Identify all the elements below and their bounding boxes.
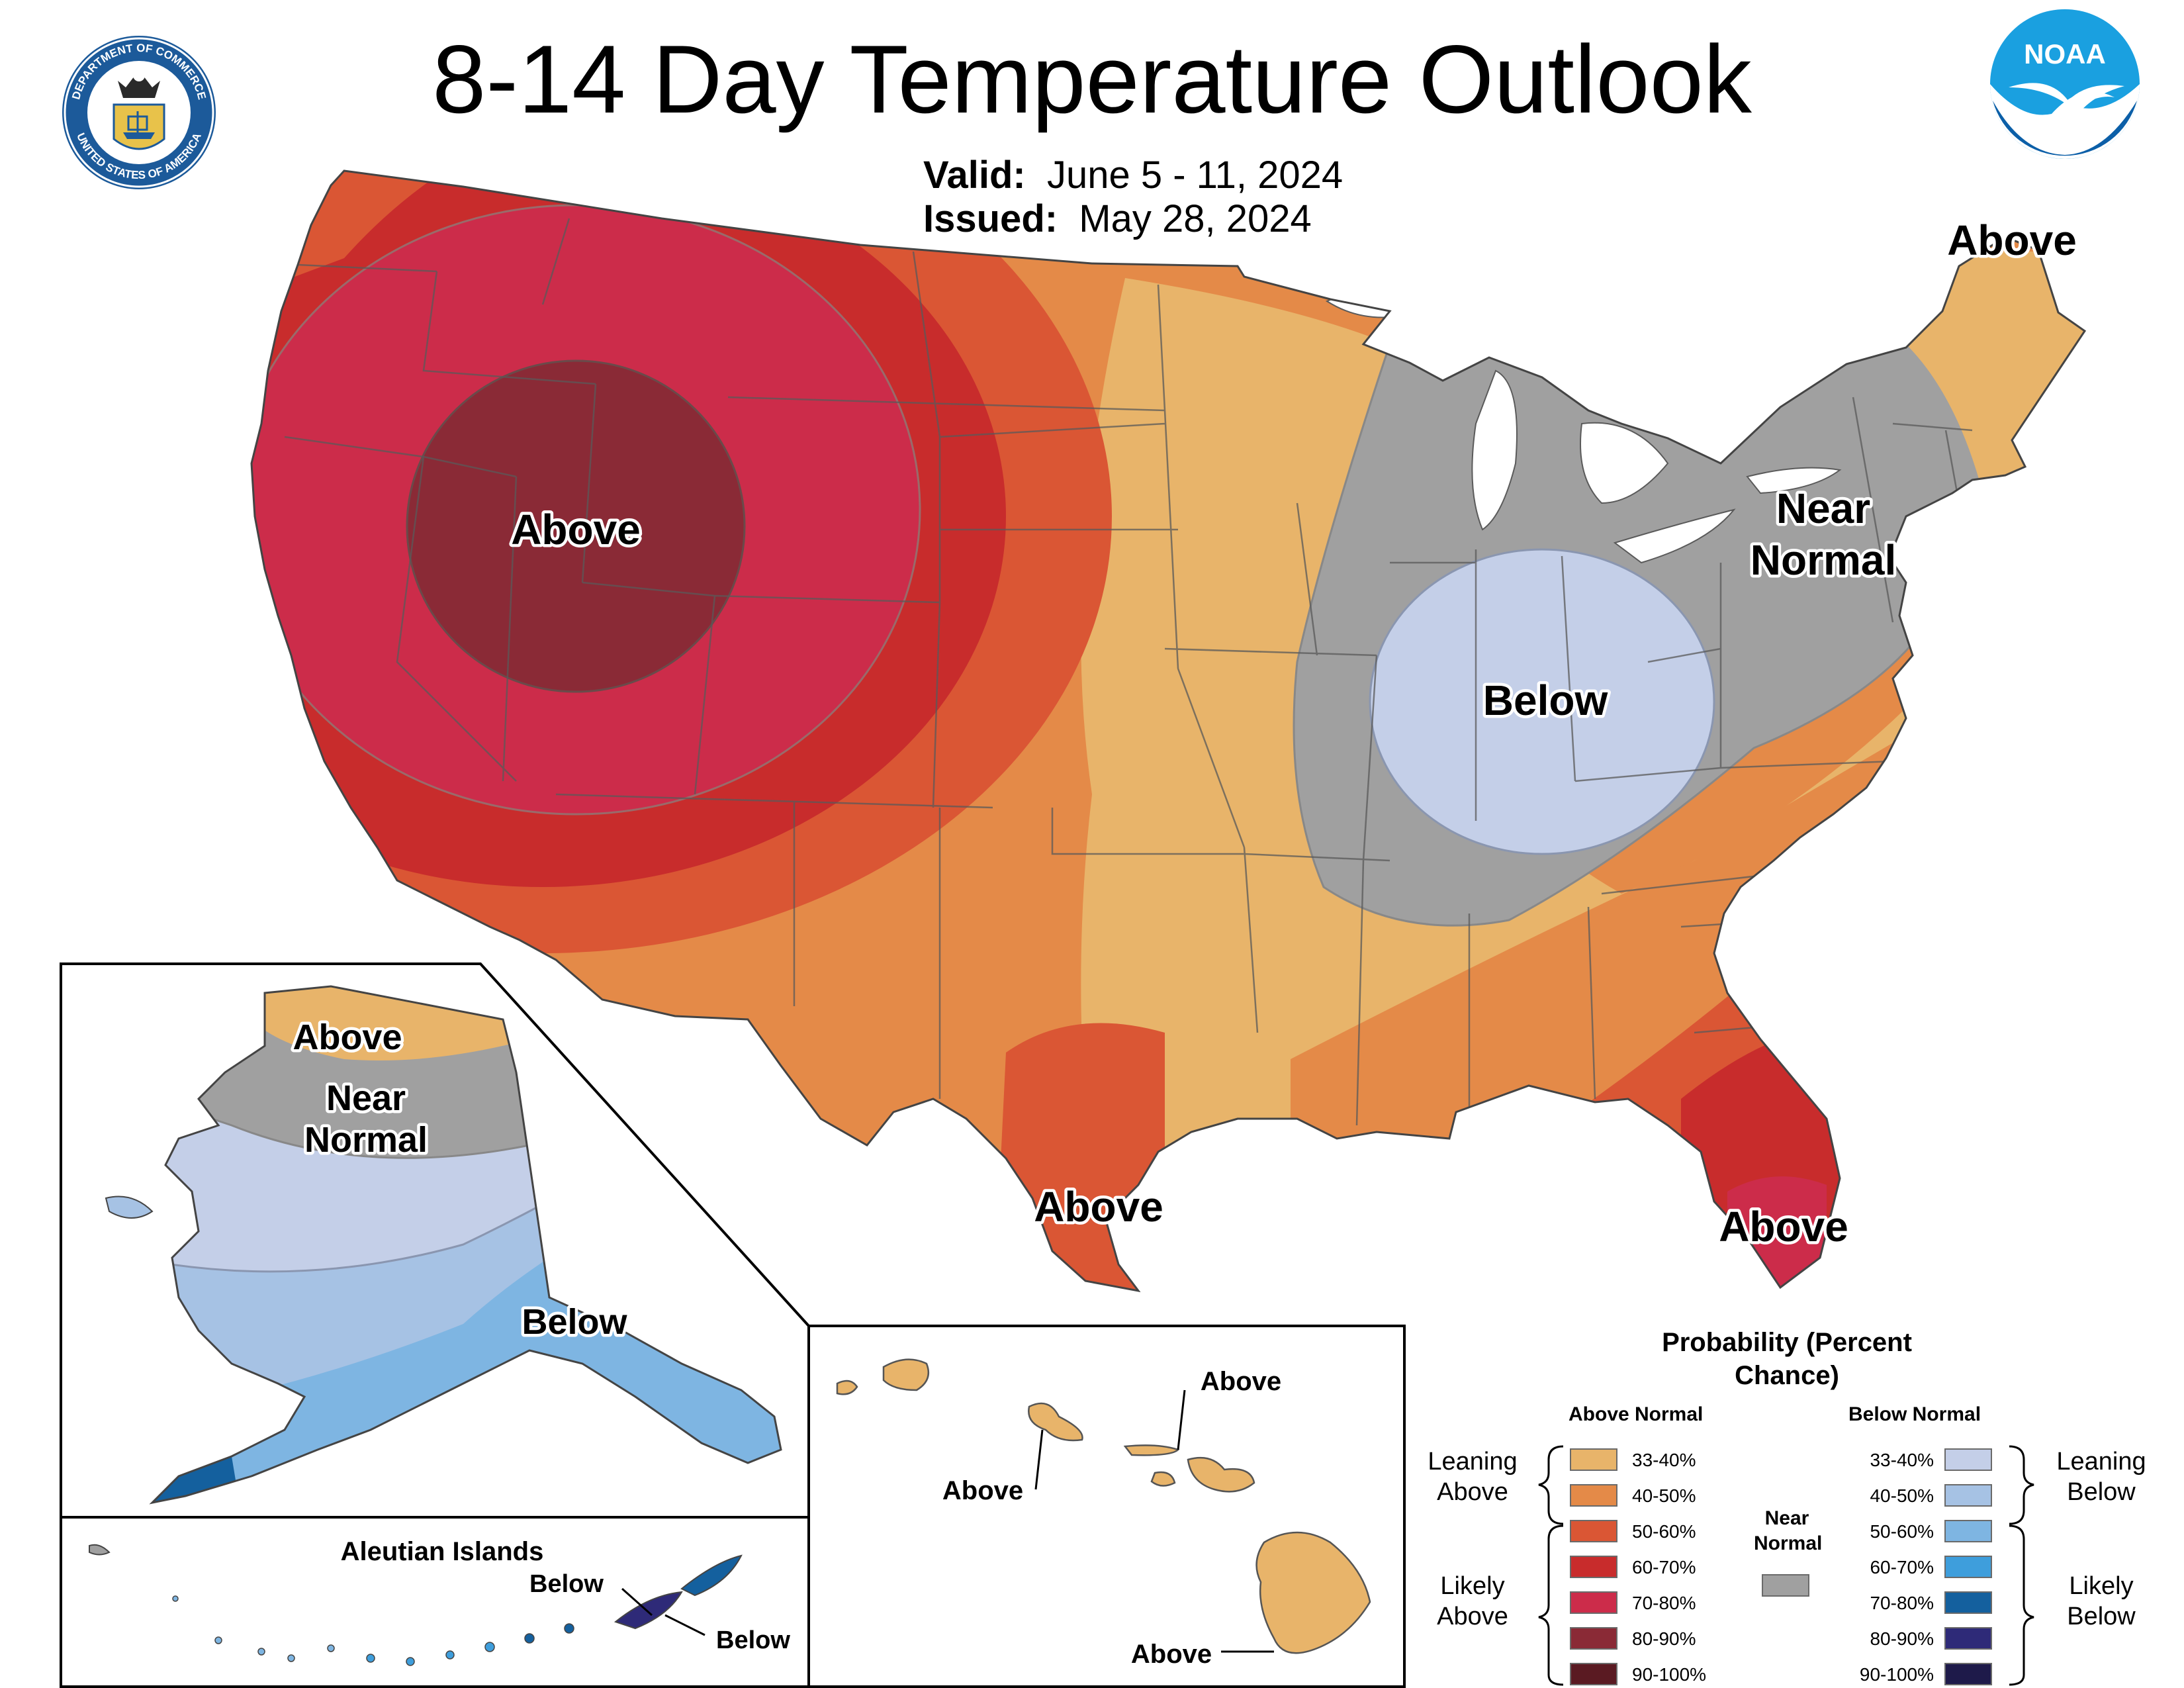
label-west-above: Above [511, 506, 641, 553]
island-oahu [1028, 1402, 1083, 1442]
aleutian-label-below-1: Below [529, 1570, 604, 1598]
label-ak-near: Near [326, 1078, 406, 1118]
region-below-33-40 [1369, 548, 1715, 855]
label-ak-above: Above [293, 1017, 402, 1057]
noaa-logo-text: NOAA [2024, 38, 2106, 70]
legend-below-label: 33-40% [1870, 1450, 1934, 1470]
label-northeast-normal: Normal [1751, 536, 1897, 584]
legend-near-normal-swatch [1762, 1574, 1809, 1597]
island-kauai [882, 1358, 930, 1391]
hawaii-label-2: Above [1201, 1367, 1281, 1396]
page-title: 8-14 Day Temperature Outlook [432, 25, 1752, 133]
legend-below-label: 50-60% [1870, 1521, 1934, 1542]
legend-above-swatch [1570, 1556, 1617, 1578]
island-molokai [1123, 1444, 1180, 1456]
island-lanai [1150, 1471, 1176, 1487]
lake-erie [1613, 508, 1736, 564]
legend-above-label: 90-100% [1632, 1664, 1707, 1685]
label-texas-above: Above [1034, 1183, 1163, 1231]
alaska-outline [149, 985, 782, 1505]
legend-below-label: 90-100% [1859, 1664, 1934, 1685]
lake-ontario [1746, 467, 1842, 494]
legend-below-swatch [1944, 1591, 1992, 1614]
legend-below-swatch [1944, 1484, 1992, 1507]
legend-above-swatch [1570, 1520, 1617, 1542]
label-maine-above: Above [1947, 216, 2077, 264]
valid-value: June 5 - 11, 2024 [1046, 154, 1343, 197]
legend-near-normal: Near Normal [1754, 1507, 1823, 1554]
region-above-80-90 [406, 359, 746, 693]
legend-above-header: Above Normal [1569, 1403, 1704, 1425]
noaa-logo-icon: NOAA [1990, 9, 2140, 159]
legend-above-swatch [1570, 1484, 1617, 1507]
commerce-seal-icon: DEPARTMENT OF COMMERCE UNITED STATES OF … [62, 36, 216, 189]
legend-above-label: 80-90% [1632, 1628, 1696, 1649]
label-ak-below: Below [522, 1302, 627, 1342]
label-northeast-near-normal: Near [1776, 485, 1870, 532]
aleutian-leader-2 [664, 1614, 705, 1636]
legend-below-swatch [1944, 1520, 1992, 1542]
legend-below-header: Below Normal [1848, 1403, 1981, 1425]
aleutian-islands [89, 1544, 743, 1666]
conus-outline [250, 169, 2087, 1293]
legend-above-swatch [1570, 1663, 1617, 1685]
legend-above-label: 60-70% [1632, 1557, 1696, 1577]
legend-below-label: 80-90% [1870, 1628, 1934, 1649]
valid-line: Valid: June 5 - 11, 2024 [923, 154, 1343, 197]
legend-above-swatch [1570, 1627, 1617, 1650]
issued-line: Issued: May 28, 2024 [923, 197, 1312, 241]
hawaii-islands [836, 1358, 1371, 1654]
issued-label: Issued: [923, 197, 1058, 240]
legend-above-label: 70-80% [1632, 1593, 1696, 1613]
ak-above-33-40 [232, 986, 596, 1060]
label-ak-normal: Normal [304, 1120, 428, 1160]
st-lawrence-island [105, 1196, 154, 1219]
issued-value: May 28, 2024 [1079, 197, 1312, 240]
legend-likely-below: Likely Below [2067, 1572, 2136, 1630]
legend-below-swatch [1944, 1663, 1992, 1685]
legend-title: Probability (Percent Chance) [1662, 1328, 1912, 1390]
lake-michigan [1471, 369, 1518, 531]
legend-below-label: 70-80% [1870, 1593, 1934, 1613]
label-ohio-valley-below: Below [1483, 677, 1608, 724]
legend-above-label: 50-60% [1632, 1521, 1696, 1542]
legend-below-swatch [1944, 1556, 1992, 1578]
aleutian-leader-1 [621, 1587, 653, 1617]
label-florida-above: Above [1719, 1203, 1848, 1250]
legend-above-label: 40-50% [1632, 1485, 1696, 1506]
legend-above-swatch [1570, 1591, 1617, 1614]
island-maui [1187, 1456, 1255, 1493]
hawaii-leader-molokai [1177, 1389, 1186, 1450]
island-big-island [1255, 1531, 1371, 1654]
legend-below-swatch [1944, 1627, 1992, 1650]
aleutian-label-below-2: Below [716, 1626, 790, 1654]
region-pnw-50-60 [291, 171, 463, 278]
legend-likely-above: Likely Above [1437, 1572, 1508, 1630]
hawaii-label-3: Above [1131, 1640, 1212, 1669]
valid-label: Valid: [923, 154, 1026, 197]
label-near: Near [1776, 485, 1870, 532]
legend-below-label: 60-70% [1870, 1557, 1934, 1577]
hawaii-leader-oahu [1034, 1429, 1044, 1490]
legend-above-label: 33-40% [1632, 1450, 1696, 1470]
island-niihau [836, 1380, 858, 1395]
lake-huron [1580, 422, 1669, 504]
legend-below-label: 40-50% [1870, 1485, 1934, 1506]
legend-leaning-above: Leaning Above [1428, 1448, 1518, 1506]
hawaii-label-1: Above [942, 1476, 1023, 1505]
legend-leaning-below: Leaning Below [2056, 1448, 2146, 1506]
aleutian-title: Aleutian Islands [341, 1537, 544, 1566]
legend-above-swatch [1570, 1448, 1617, 1471]
legend-below-swatch [1944, 1448, 1992, 1471]
